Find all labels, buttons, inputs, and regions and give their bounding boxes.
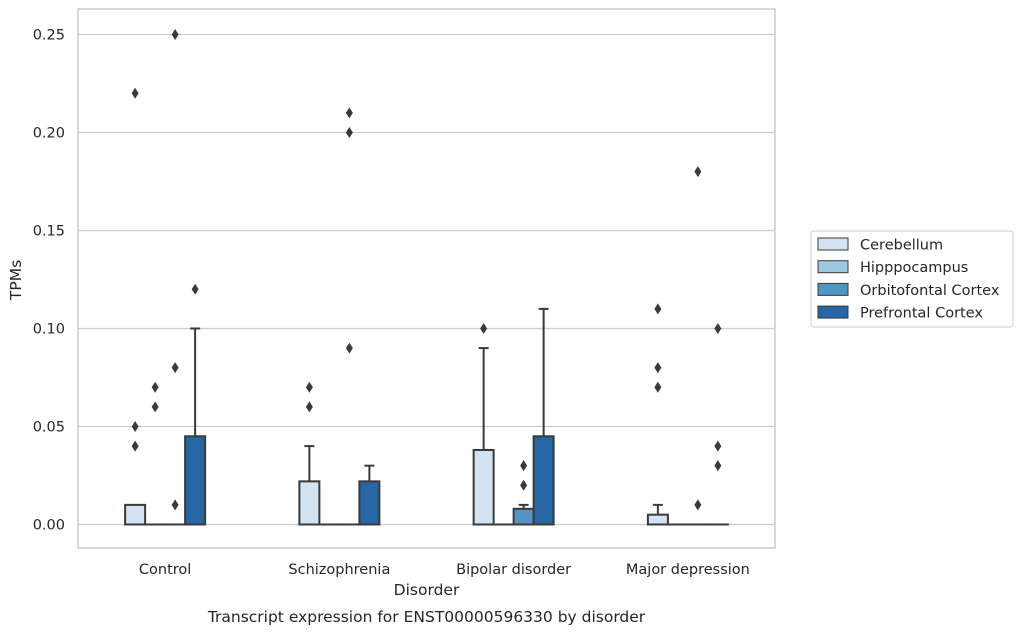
bar [646, 513, 669, 526]
outlier-point [345, 126, 353, 138]
outlier-point [131, 440, 139, 452]
y-tick-label: 0.15 [33, 223, 65, 239]
outlier-point [714, 440, 722, 452]
outlier-point [694, 499, 702, 511]
legend-swatch [817, 260, 849, 274]
bars [124, 435, 729, 526]
outlier-point [345, 107, 353, 119]
outlier-point [714, 322, 722, 334]
outlier-point [714, 460, 722, 472]
plot-area [77, 8, 776, 549]
outlier-points [131, 28, 722, 511]
x-tick-label: Major depression [626, 562, 750, 578]
outlier-point [151, 381, 159, 393]
outlier-point [131, 420, 139, 432]
bar [298, 480, 321, 526]
y-tick-label: 0.10 [33, 321, 65, 337]
outlier-point [305, 381, 313, 393]
outlier-point [520, 460, 528, 472]
bar [124, 503, 147, 526]
x-tick-label: Schizophrenia [288, 562, 390, 578]
legend-frame [810, 230, 1014, 328]
y-tick-label: 0.20 [33, 125, 65, 141]
legend-label: Orbitofontal Cortex [860, 283, 1000, 299]
outlier-point [654, 381, 662, 393]
x-axis-ticks: Control Schizophrenia Bipolar disorder Majo… [139, 562, 750, 578]
x-tick-label: Bipolar disorder [456, 562, 571, 578]
outlier-point [305, 401, 313, 413]
x-tick-label: Control [139, 562, 191, 578]
outlier-point [480, 322, 488, 334]
bar [472, 449, 495, 526]
legend-label: Cerebellum [860, 238, 943, 254]
y-axis-ticks: 0.00 0.05 0.10 0.15 0.20 0.25 [33, 27, 65, 533]
legend-swatch [817, 237, 849, 251]
outlier-point [654, 303, 662, 315]
outlier-point [654, 362, 662, 374]
y-axis-title: TPMs [7, 260, 25, 301]
y-tick-label: 0.05 [33, 419, 65, 435]
legend-swatch [817, 305, 849, 319]
bar [532, 435, 555, 526]
bar [184, 435, 207, 526]
x-axis-title: Disorder [394, 581, 460, 599]
outlier-point [345, 342, 353, 354]
outlier-point [171, 28, 179, 40]
outlier-point [520, 479, 528, 491]
bar [512, 507, 535, 526]
y-tick-label: 0.25 [33, 27, 65, 43]
outlier-point [694, 166, 702, 178]
legend-label: Hipppocampus [860, 260, 968, 276]
outlier-point [171, 499, 179, 511]
outlier-point [151, 401, 159, 413]
legend-swatch [817, 282, 849, 296]
outlier-point [131, 87, 139, 99]
legend: Cerebellum Hipppocampus Orbitofontal Corte… [810, 230, 1014, 328]
outlier-point [191, 283, 199, 295]
legend-label: Prefrontal Cortex [860, 306, 983, 322]
chart-caption: Transcript expression for ENST0000059633… [207, 608, 646, 626]
bar [358, 480, 381, 526]
y-tick-label: 0.00 [33, 517, 65, 533]
outlier-point [171, 362, 179, 374]
error-bars [190, 307, 663, 515]
